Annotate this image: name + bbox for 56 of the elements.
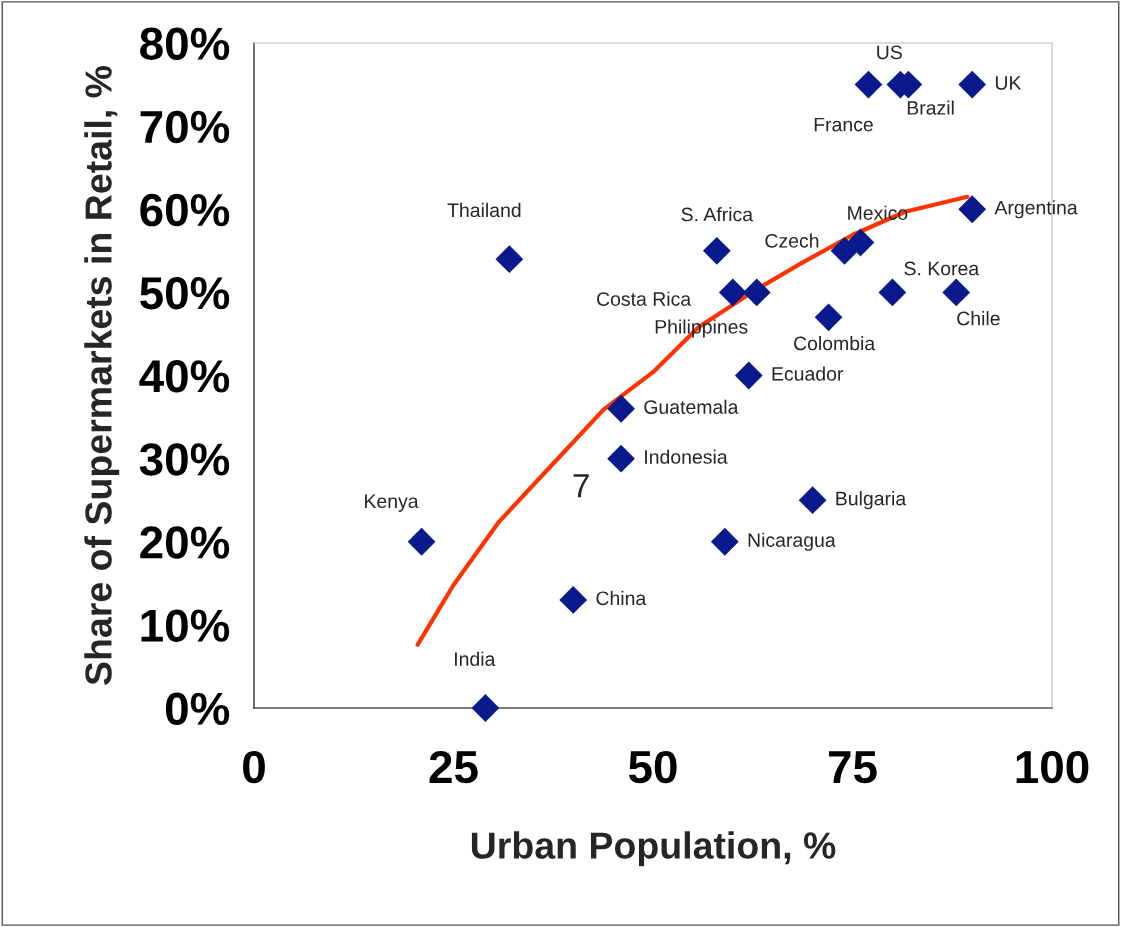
point <box>607 394 635 423</box>
annotation: 7 <box>573 474 589 498</box>
x-axis-title: Urban Population, % <box>471 831 836 867</box>
point <box>607 444 635 473</box>
point <box>718 278 747 307</box>
x-tick-label: 75 <box>828 751 877 784</box>
x-tick-label: 100 <box>1016 750 1089 784</box>
point <box>710 527 739 556</box>
annotation: S. Africa <box>681 207 754 222</box>
annotation: Czech <box>765 233 819 248</box>
y-axis-title: Share of Supermarkets in Retail, % <box>84 65 120 685</box>
annotation: Colombia <box>794 336 876 351</box>
point <box>471 694 500 722</box>
y-tick-label: 30% <box>139 443 230 476</box>
annotation: Costa Rica <box>597 291 692 306</box>
annotation: Indonesia <box>645 449 728 464</box>
point <box>559 586 588 614</box>
y-tick-label: 20% <box>140 526 230 559</box>
point <box>407 527 436 556</box>
y-tick-label: 50% <box>140 276 230 310</box>
annotation: Guatemala <box>644 399 739 414</box>
point <box>702 236 731 265</box>
x-tick-label: 25 <box>429 750 478 784</box>
annotation: Chile <box>957 311 1000 326</box>
annotation: Argentina <box>994 200 1078 219</box>
point <box>814 303 843 332</box>
annotation: China <box>596 590 647 606</box>
y-tick-label: 70% <box>140 110 230 144</box>
annotation: Bulgaria <box>836 491 907 510</box>
annotation: Brazil <box>907 100 954 115</box>
annotation: UK <box>995 76 1022 90</box>
annotation: Kenya <box>365 494 419 512</box>
point <box>878 278 907 307</box>
annotation: US <box>877 45 902 60</box>
y-tick-label: 10% <box>141 609 230 642</box>
x-tick-label: 50 <box>628 750 677 784</box>
annotation: Nicaragua <box>748 532 836 551</box>
annotation: India <box>455 651 496 666</box>
point <box>958 195 987 224</box>
annotation: France <box>814 117 873 132</box>
point <box>798 486 827 515</box>
point <box>830 236 859 265</box>
annotation: Ecuador <box>772 366 844 381</box>
x-tick-label: 0 <box>243 750 265 784</box>
y-tick-label: 60% <box>140 193 230 227</box>
point <box>495 245 524 274</box>
y-tick-label: 0% <box>165 692 230 726</box>
point <box>742 278 771 307</box>
point <box>854 70 883 99</box>
point <box>734 361 763 390</box>
point <box>942 278 971 307</box>
y-tick-label: 80% <box>140 27 230 61</box>
annotation: Thailand <box>447 202 521 218</box>
annotation: S. Korea <box>904 261 980 276</box>
point <box>958 70 987 99</box>
y-tick-label: 40% <box>139 360 230 393</box>
